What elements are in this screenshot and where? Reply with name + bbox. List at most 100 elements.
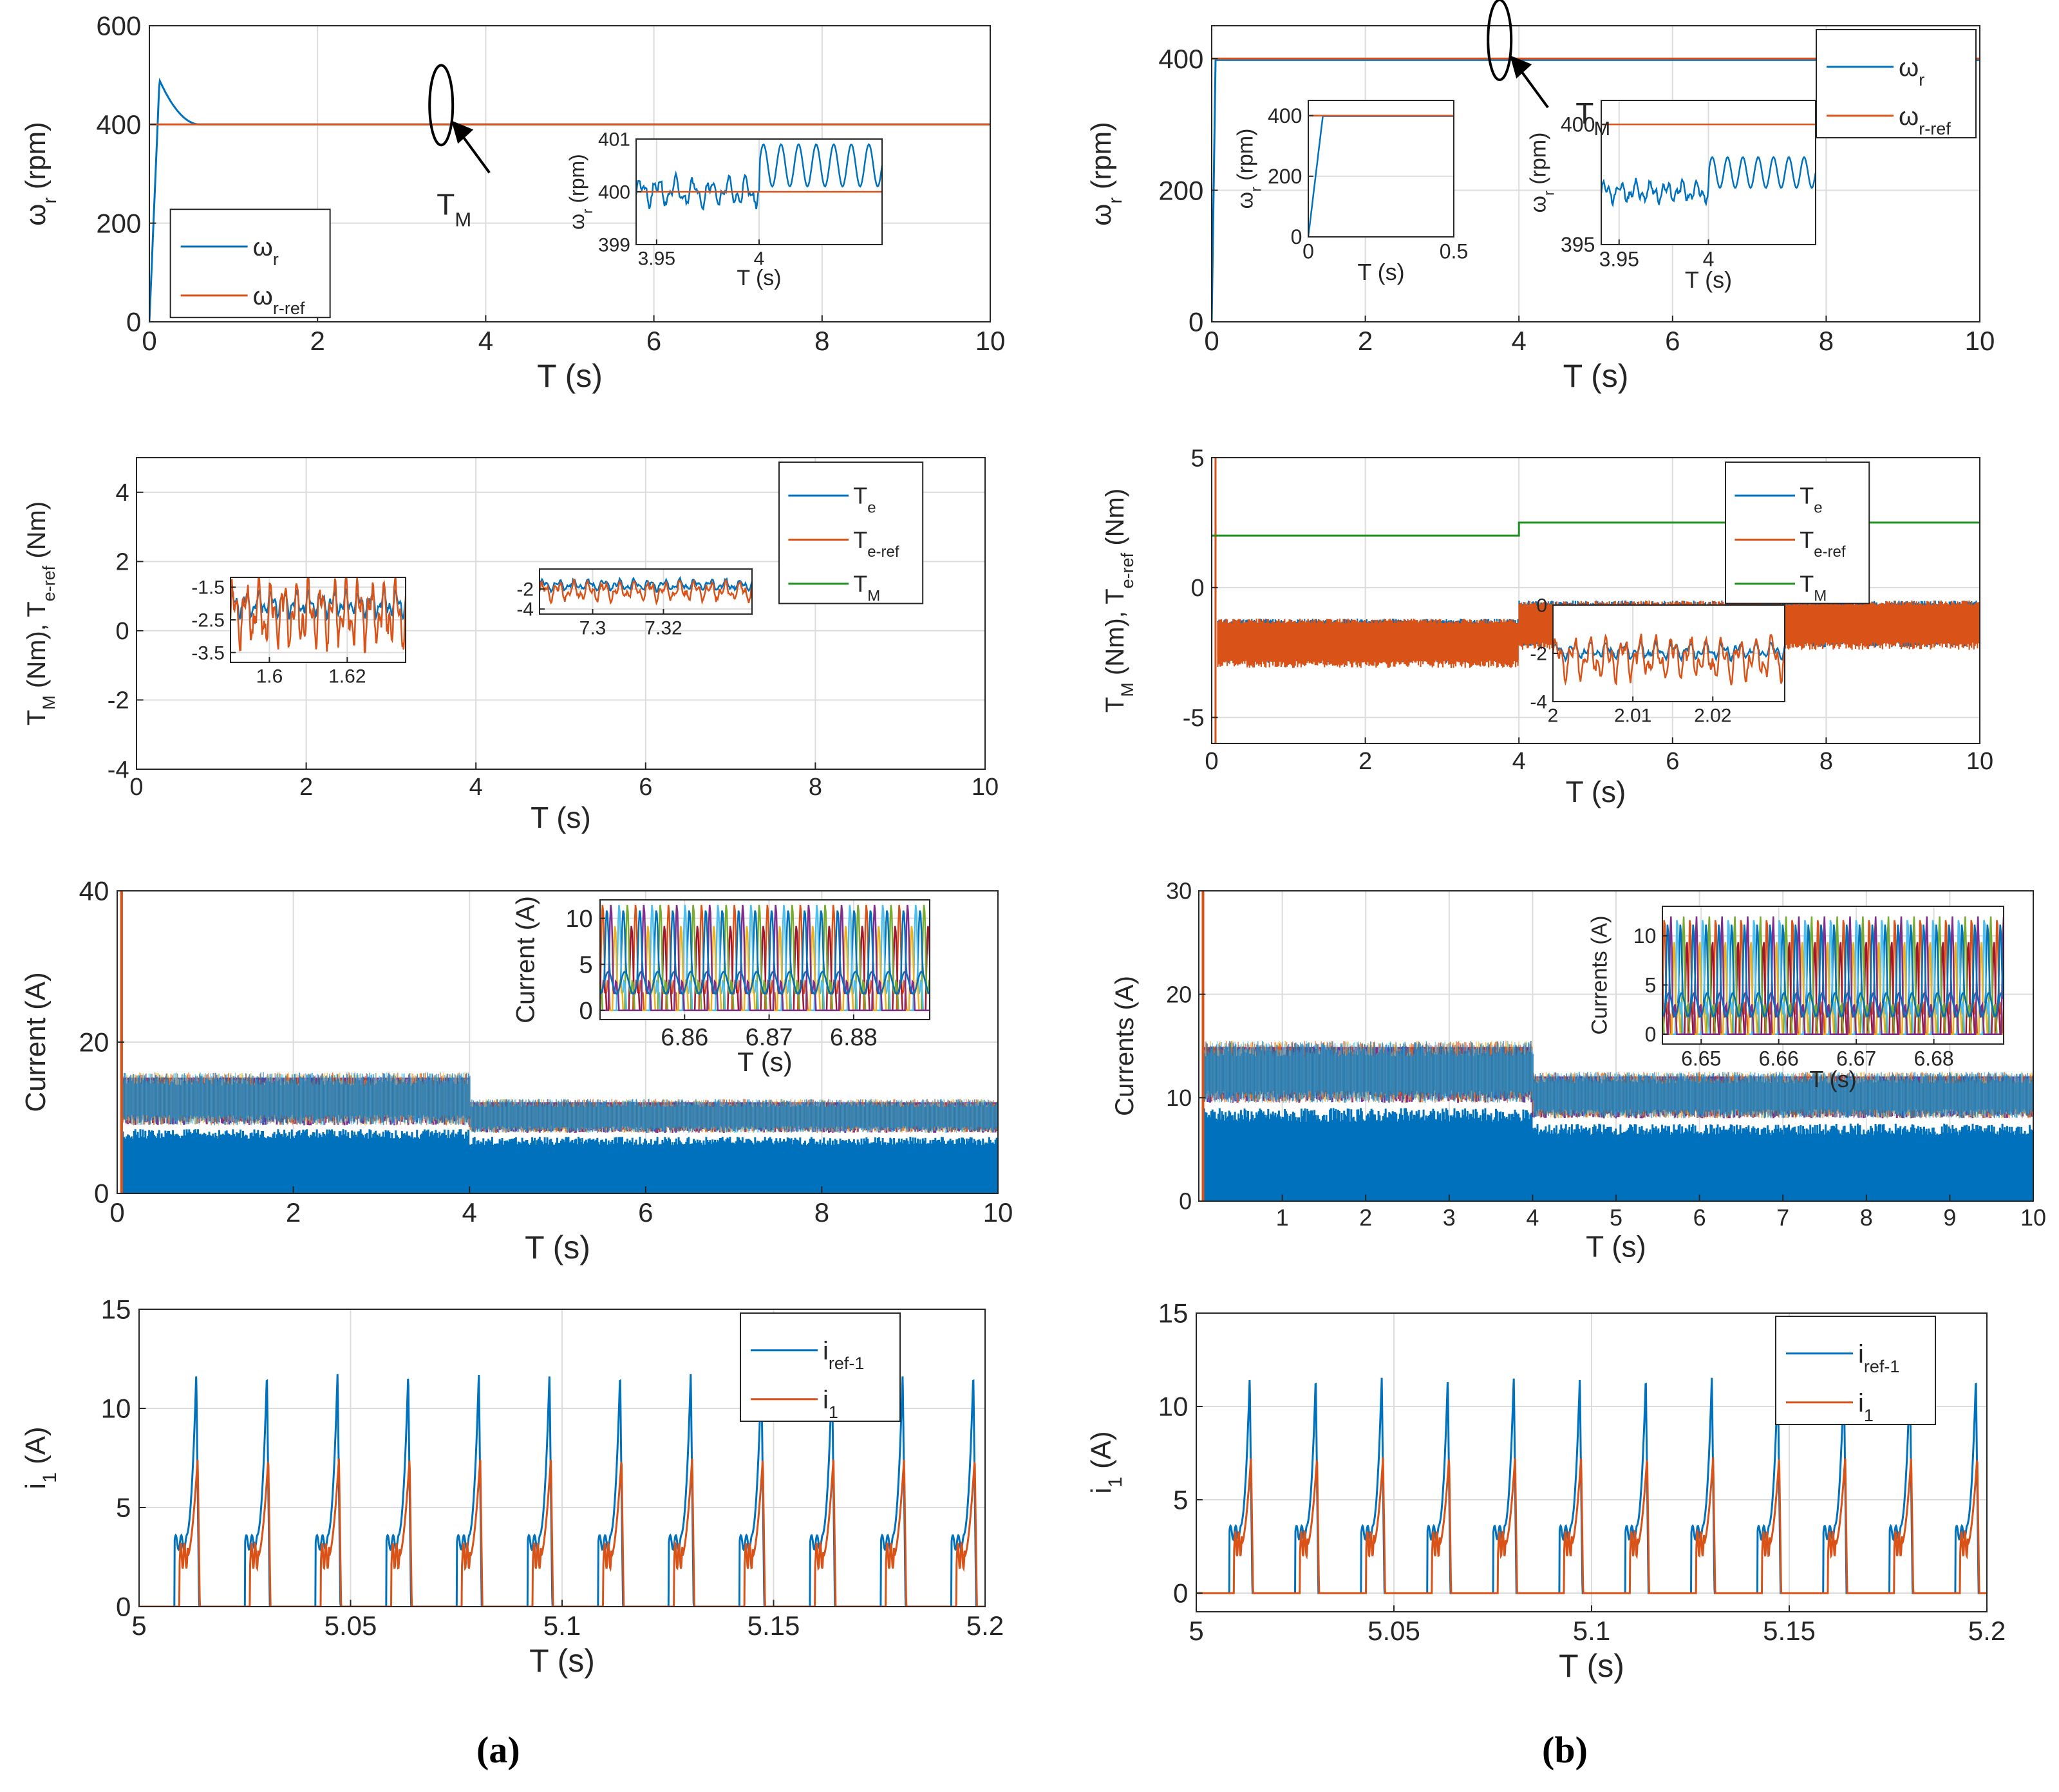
- y-axis-label: Current (A): [20, 972, 52, 1112]
- y-tick-label: 10: [1633, 924, 1657, 947]
- inset-a1-0: 3.95 4 399 400 401 T (s) ωr (rpm): [565, 129, 883, 290]
- x-tick-label: 0: [1204, 326, 1219, 356]
- x-axis-label: T (s): [529, 1643, 595, 1679]
- series-group: [149, 77, 990, 322]
- annotation: TM: [428, 64, 491, 230]
- inset-x-axis-label: T (s): [737, 1047, 793, 1077]
- x-tick-label: 8: [1860, 1204, 1873, 1231]
- x-tick-label: 0: [109, 1197, 124, 1227]
- series-group: [1308, 115, 1454, 237]
- x-tick-label: 1: [1276, 1204, 1289, 1231]
- x-tick-label: 10: [972, 774, 999, 801]
- legend-box: [740, 1312, 901, 1422]
- y-axis-label: TM (Nm), Te-ref (Nm): [1101, 489, 1137, 713]
- plot-area: [1308, 100, 1454, 237]
- x-tick-label: 10: [2020, 1204, 2046, 1231]
- inset-a2-0: 1.6 1.62 -1.5 -2.5 -3.5: [191, 577, 406, 687]
- x-tick-label: 5.2: [966, 1610, 1004, 1641]
- y-tick-label: 395: [1561, 233, 1595, 256]
- series-group: [600, 904, 930, 1011]
- legend-box: [1816, 29, 1977, 138]
- axes-box: [117, 890, 999, 1194]
- y-tick-label: 4: [115, 480, 129, 507]
- y-tick-label: -4: [108, 756, 129, 783]
- x-tick-label: 4: [1526, 1204, 1539, 1231]
- y-tick-label: 2: [115, 549, 129, 576]
- series-group: [1662, 916, 2004, 1035]
- x-tick-label: 2: [1358, 326, 1373, 356]
- y-tick-label: 600: [96, 11, 141, 41]
- x-tick-label: 6.67: [1836, 1047, 1876, 1070]
- y-tick-label: 200: [96, 208, 141, 238]
- series-group: [540, 575, 752, 606]
- y-tick-label: 0: [115, 618, 129, 645]
- phase-current-band: [122, 1072, 998, 1133]
- legend: ωr ωr-ref: [1816, 29, 1977, 138]
- x-tick-label: 5: [1189, 1616, 1203, 1646]
- x-tick-label: 6.66: [1759, 1047, 1799, 1070]
- x-tick-label: 4: [754, 248, 765, 270]
- series-group: [636, 143, 882, 211]
- x-tick-label: 3: [1443, 1204, 1456, 1231]
- series-line-ω_r: [1601, 156, 1816, 208]
- annotation-label: TM: [437, 187, 471, 230]
- axes-box: [1552, 604, 1785, 702]
- x-tick-label: 5: [1610, 1204, 1622, 1231]
- y-axis-label: i1 (A): [1086, 1431, 1126, 1493]
- x-axis-label: T (s): [1586, 1229, 1646, 1263]
- series-group: [120, 891, 998, 1193]
- y-tick-label: 400: [1561, 113, 1595, 136]
- axes-box: [1196, 1312, 1988, 1612]
- callout-ellipse: [1487, 0, 1513, 81]
- inset-b1-0: 0 0.5 0 200 400 T (s) ωr (rpm): [1234, 100, 1468, 285]
- legend-label: ωr-ref: [253, 282, 305, 318]
- inset-a2-1: 7.3 7.32 -2-4: [516, 568, 753, 639]
- legend-label: ωr: [1899, 53, 1924, 89]
- inset-phase-current-line: [1662, 924, 2004, 1018]
- x-tick-label: 6: [1693, 1204, 1706, 1231]
- series-group: [1553, 633, 1785, 686]
- legend-box: [1775, 1316, 1936, 1425]
- x-tick-label: 6.87: [746, 1024, 793, 1051]
- x-tick-label: 5.1: [1573, 1616, 1610, 1646]
- legend: iref-1 i1: [1775, 1316, 1936, 1425]
- axes-box: [230, 577, 406, 663]
- y-tick-label: 0: [94, 1179, 109, 1209]
- y-tick-label: 400: [96, 109, 141, 140]
- y-tick-label: 5: [1173, 1485, 1188, 1515]
- x-tick-label: 0: [1302, 240, 1314, 263]
- x-tick-label: 4: [462, 1197, 477, 1227]
- x-tick-label: 0: [129, 774, 143, 801]
- x-tick-label: 2: [1359, 1204, 1372, 1231]
- axes-box: [1211, 25, 1980, 322]
- y-tick-label: 0: [1536, 595, 1547, 617]
- y-tick-label: 15: [1158, 1298, 1189, 1329]
- x-tick-label: 4: [478, 326, 493, 356]
- axes-box: [1211, 457, 1980, 744]
- y-tick-label: 10: [101, 1394, 131, 1424]
- inset-y-axis-label: Current (A): [511, 896, 540, 1023]
- axes-box: [599, 899, 930, 1020]
- inset-phase-current-line: [600, 910, 930, 995]
- y-tick-label: 0: [1173, 1578, 1188, 1609]
- x-tick-label: 6: [646, 326, 661, 356]
- x-tick-label: 2.01: [1614, 705, 1651, 727]
- legend-box: [1725, 462, 1870, 604]
- inset-phase-current-line: [1662, 916, 2004, 1035]
- x-tick-label: 5.15: [747, 1610, 800, 1641]
- y-tick-label: 20: [1166, 981, 1192, 1007]
- x-tick-label: 4: [469, 774, 483, 801]
- y-tick-label: -2: [516, 579, 534, 601]
- axes-box: [539, 568, 753, 615]
- x-tick-label: 0: [142, 326, 156, 356]
- y-tick-label: 0: [1645, 1023, 1657, 1046]
- axes-box: [138, 1309, 986, 1607]
- x-tick-label: 8: [1819, 326, 1834, 356]
- callout-arrowhead: [451, 120, 474, 144]
- x-tick-label: 6.86: [661, 1024, 708, 1051]
- x-tick-label: 6: [1666, 748, 1679, 775]
- x-tick-label: 4: [1512, 326, 1527, 356]
- series-line-T_e-ref: [230, 577, 406, 653]
- x-tick-label: 5.15: [1763, 1616, 1816, 1646]
